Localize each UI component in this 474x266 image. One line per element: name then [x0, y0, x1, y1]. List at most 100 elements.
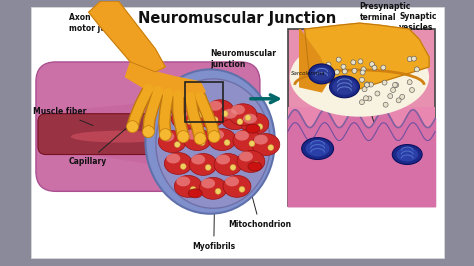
Ellipse shape [329, 76, 359, 98]
Circle shape [392, 82, 398, 88]
Circle shape [249, 141, 255, 147]
Ellipse shape [333, 79, 356, 95]
Ellipse shape [392, 144, 422, 164]
Circle shape [372, 65, 377, 70]
Ellipse shape [198, 107, 212, 117]
Ellipse shape [166, 153, 180, 164]
Ellipse shape [183, 102, 197, 112]
Ellipse shape [176, 176, 190, 186]
Ellipse shape [196, 106, 224, 128]
Ellipse shape [210, 130, 224, 140]
Circle shape [351, 86, 356, 91]
Circle shape [342, 69, 347, 74]
Circle shape [361, 67, 366, 72]
Circle shape [174, 142, 180, 148]
Circle shape [237, 119, 243, 125]
Ellipse shape [235, 131, 249, 141]
Circle shape [364, 96, 368, 101]
Ellipse shape [201, 178, 215, 188]
Circle shape [375, 91, 380, 96]
Circle shape [369, 62, 374, 67]
Bar [31, 7, 444, 258]
Ellipse shape [225, 176, 239, 186]
Circle shape [341, 64, 346, 69]
Circle shape [334, 79, 338, 84]
Text: Postsynaptic
membrane: Postsynaptic membrane [379, 139, 435, 208]
Ellipse shape [243, 114, 257, 124]
Circle shape [351, 60, 356, 65]
Text: Neuromuscular Junction: Neuromuscular Junction [138, 11, 336, 26]
Ellipse shape [208, 101, 222, 111]
Circle shape [388, 94, 393, 99]
Text: Axon of
motor junction: Axon of motor junction [69, 13, 133, 41]
Ellipse shape [241, 113, 269, 135]
Circle shape [407, 80, 412, 85]
Circle shape [127, 121, 138, 133]
Text: Myofibrils: Myofibrils [192, 169, 235, 251]
Text: Sarcolemma: Sarcolemma [291, 71, 325, 76]
Circle shape [319, 72, 325, 77]
FancyArrowPatch shape [251, 95, 278, 103]
Circle shape [222, 111, 228, 117]
Ellipse shape [223, 109, 237, 119]
Circle shape [350, 88, 356, 93]
Circle shape [268, 144, 274, 151]
Circle shape [414, 67, 419, 72]
Circle shape [411, 56, 417, 61]
Circle shape [199, 140, 205, 146]
Circle shape [215, 188, 221, 194]
Ellipse shape [396, 148, 418, 161]
Ellipse shape [185, 130, 199, 140]
Ellipse shape [188, 189, 202, 198]
Text: Presynaptic
terminal: Presynaptic terminal [356, 2, 411, 35]
Ellipse shape [189, 153, 217, 175]
Ellipse shape [229, 104, 257, 126]
Ellipse shape [158, 131, 186, 152]
Ellipse shape [306, 141, 329, 156]
Ellipse shape [171, 108, 199, 130]
Circle shape [335, 70, 339, 74]
Circle shape [349, 80, 354, 85]
Ellipse shape [191, 155, 205, 164]
Circle shape [368, 82, 374, 87]
Ellipse shape [156, 79, 270, 208]
Text: Mitochondrion: Mitochondrion [228, 142, 291, 229]
Circle shape [391, 88, 396, 93]
Circle shape [326, 62, 331, 67]
Circle shape [367, 96, 372, 101]
Ellipse shape [214, 153, 242, 175]
Ellipse shape [71, 131, 170, 143]
Circle shape [257, 124, 263, 130]
Ellipse shape [233, 130, 261, 152]
Ellipse shape [146, 69, 275, 214]
Circle shape [177, 131, 189, 143]
Circle shape [194, 133, 206, 144]
Ellipse shape [246, 124, 260, 133]
Circle shape [352, 68, 357, 73]
Ellipse shape [254, 135, 268, 144]
Text: Muscle fiber: Muscle fiber [33, 107, 93, 126]
Ellipse shape [174, 175, 202, 197]
Ellipse shape [301, 138, 334, 160]
Circle shape [400, 94, 405, 99]
Ellipse shape [237, 151, 265, 172]
Circle shape [253, 161, 259, 168]
Circle shape [359, 100, 365, 105]
Circle shape [320, 68, 325, 73]
Circle shape [224, 140, 230, 146]
Ellipse shape [309, 64, 335, 84]
Polygon shape [305, 23, 429, 89]
Bar [288, 107, 435, 206]
Ellipse shape [183, 129, 211, 151]
Circle shape [230, 164, 236, 171]
Circle shape [362, 87, 367, 92]
Ellipse shape [221, 108, 249, 130]
Circle shape [381, 65, 386, 70]
Circle shape [190, 186, 196, 192]
Circle shape [245, 115, 251, 121]
Text: Capillary: Capillary [69, 114, 143, 166]
Circle shape [239, 186, 245, 192]
Circle shape [396, 98, 401, 103]
Circle shape [410, 88, 414, 93]
Ellipse shape [164, 152, 192, 174]
